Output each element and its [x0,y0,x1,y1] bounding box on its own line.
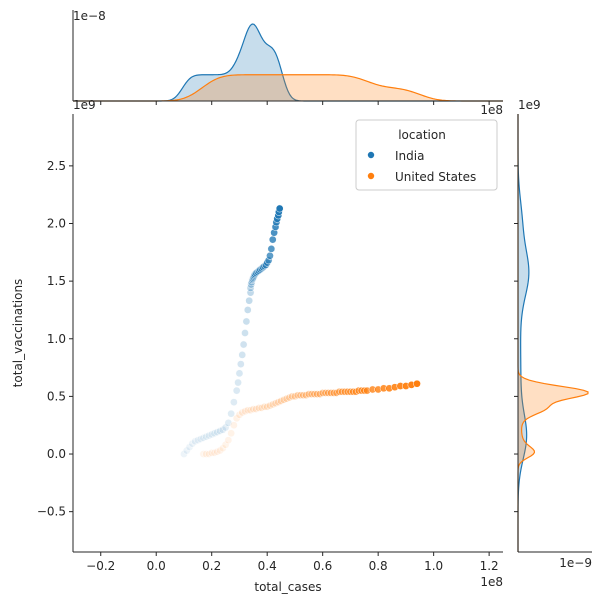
point-india [275,204,284,213]
x-axis-ticks: −0.2 0.0 0.2 0.4 0.6 0.8 1.0 1.2 [86,552,499,573]
x-tick-label: 0.8 [369,559,388,573]
y-axis-label: total_vaccinations [11,279,25,388]
y-offset-label: 1e9 [73,98,96,112]
point-india [243,306,252,314]
point-india [230,398,238,407]
legend-box [355,119,498,191]
x-tick-label: 0.0 [147,559,166,573]
top-marginal: 1e−8 1e8 [72,9,503,117]
point-united-states [230,421,238,430]
y-tick-label: 1.0 [47,332,66,346]
y-tick-label: 0.5 [47,389,66,403]
point-united-states [293,391,302,400]
point-india [232,386,241,395]
right-marginal-kde-curves [517,114,589,552]
top-marginal-ticks [100,101,490,105]
point-india [268,235,277,244]
legend-marker-united-states [366,171,375,180]
point-united-states [413,379,421,388]
top-marginal-offset-label: 1e−8 [73,9,106,23]
point-india [227,409,235,418]
x-tick-label: 0.4 [258,559,277,573]
top-marginal-x-offset-label: 1e8 [480,103,503,117]
y-tick-label: −0.5 [37,505,66,519]
point-india [236,360,245,368]
x-tick-label: −0.2 [86,559,115,573]
point-india [246,288,255,297]
y-tick-label: 2.5 [47,159,66,173]
point-india [234,378,242,387]
point-united-states [321,389,330,397]
legend-label-united-states: United States [395,170,476,184]
right-marginal: 1e9 1e−9 [514,98,592,570]
legend-label-india: India [395,149,424,163]
point-india [238,351,247,359]
point-india [241,329,249,337]
point-united-states [227,429,235,438]
legend-marker-india [366,150,375,159]
x-tick-label: 1.2 [480,559,499,573]
top-kde-fill-united-states [73,74,503,101]
point-india [242,317,251,326]
x-tick-label: 1.0 [424,559,443,573]
right-kde-fill-united-states [518,114,588,552]
legend-title: location [398,128,446,142]
point-united-states [296,391,305,400]
scatter-points [180,204,421,458]
x-tick-label: 0.6 [313,559,332,573]
x-tick-label: 0.2 [202,559,221,573]
point-india [235,369,244,378]
y-tick-label: 2.0 [47,217,66,231]
point-india [239,340,248,349]
right-kde-fill-india [518,114,529,552]
right-marginal-ticks [514,165,518,513]
point-united-states [307,390,316,398]
legend: location India United States [355,119,498,191]
point-india [221,423,230,432]
point-india [245,296,254,305]
point-united-states [318,389,327,397]
point-india [267,245,276,253]
point-united-states [224,436,233,445]
point-united-states [221,440,230,449]
point-india [266,251,274,260]
y-tick-label: 1.5 [47,274,66,288]
top-marginal-kde-curves [73,23,503,102]
point-united-states [199,450,208,458]
y-axis-ticks: −0.5 0.0 0.5 1.0 1.5 2.0 2.5 [37,159,73,519]
right-kde-line-india [517,114,530,552]
main-plot: −0.2 0.0 0.2 0.4 0.6 0.8 1.0 1.2 −0.5 0.0 0.5 1.0 1… [11,98,503,594]
right-marginal-y-offset-label: 1e9 [518,98,541,112]
x-axis-label: total_cases [254,580,321,594]
point-united-states [324,389,333,397]
right-kde-line-united-states [517,114,589,552]
x-offset-label: 1e8 [480,575,503,589]
y-tick-label: 0.0 [47,447,66,461]
right-marginal-offset-label: 1e−9 [559,556,592,570]
point-united-states [304,390,313,398]
point-united-states [310,390,319,398]
